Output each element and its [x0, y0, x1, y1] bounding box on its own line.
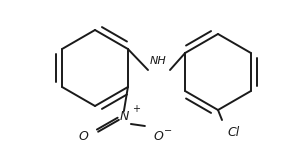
- Text: −: −: [164, 126, 172, 136]
- Text: Cl: Cl: [227, 126, 239, 138]
- Text: NH: NH: [149, 56, 166, 66]
- Text: O: O: [154, 131, 164, 143]
- Text: O: O: [78, 131, 88, 143]
- Text: +: +: [132, 104, 140, 114]
- Text: N: N: [119, 111, 128, 123]
